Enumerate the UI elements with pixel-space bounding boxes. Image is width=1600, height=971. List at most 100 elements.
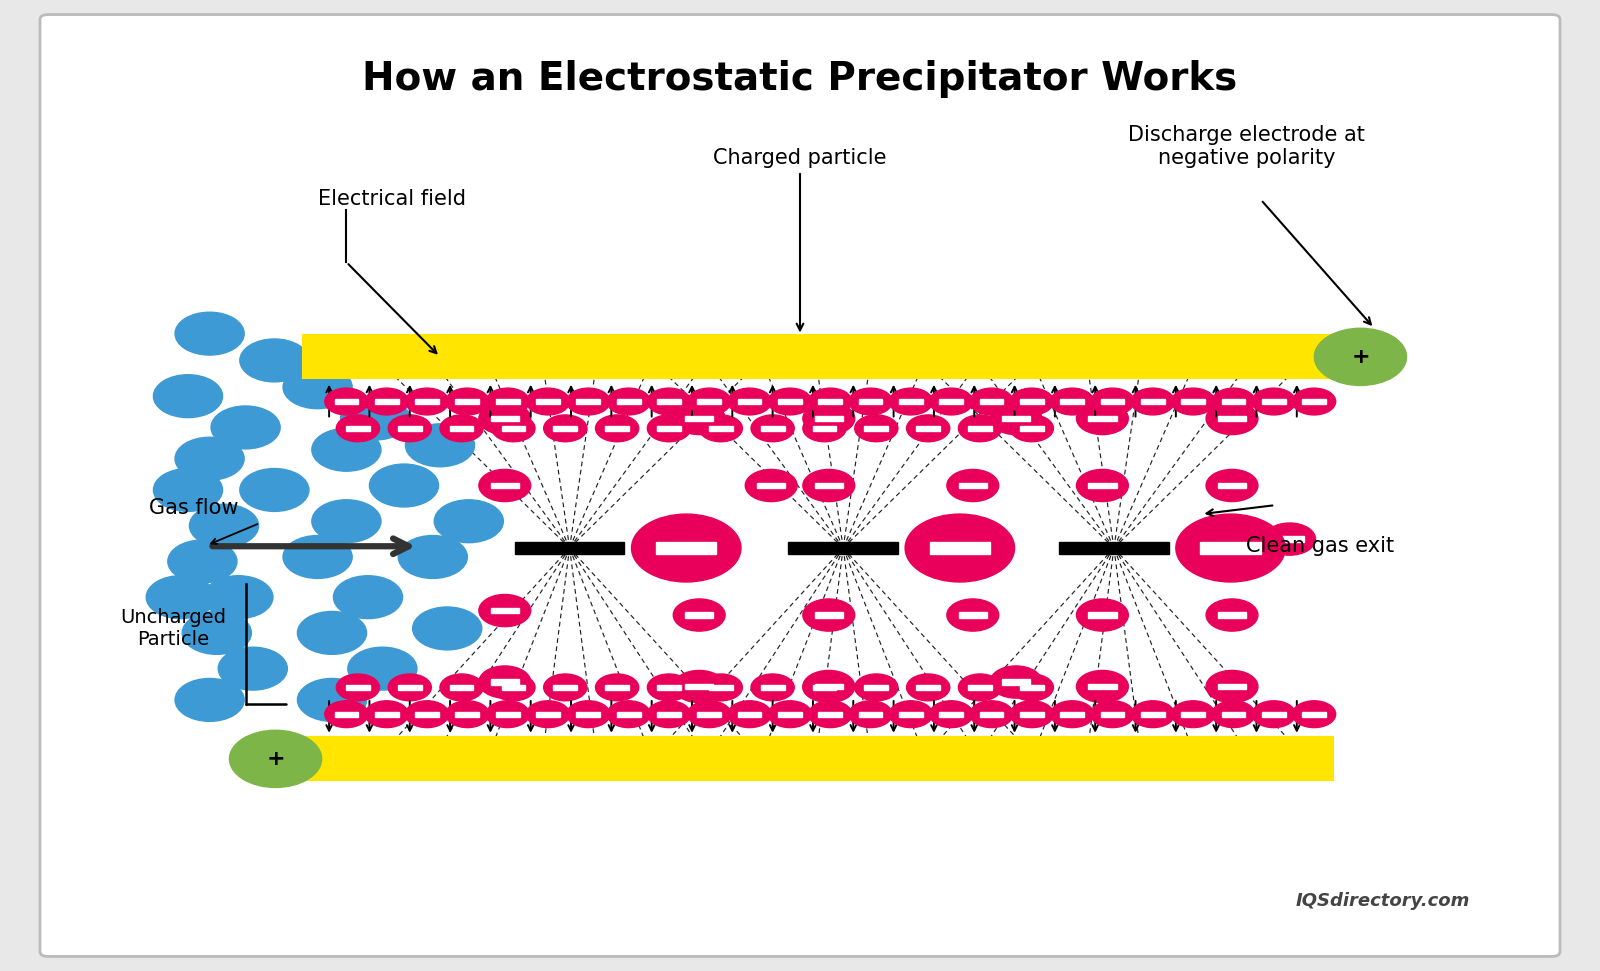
Circle shape bbox=[750, 415, 794, 442]
Circle shape bbox=[1010, 701, 1053, 727]
Circle shape bbox=[632, 514, 741, 582]
Circle shape bbox=[803, 674, 846, 701]
Bar bbox=[496, 399, 520, 404]
Bar bbox=[813, 426, 837, 431]
Bar bbox=[1019, 686, 1043, 689]
Bar bbox=[1262, 712, 1286, 717]
Circle shape bbox=[336, 415, 379, 442]
Circle shape bbox=[182, 612, 251, 654]
Circle shape bbox=[478, 594, 531, 626]
Bar bbox=[818, 399, 842, 404]
Bar bbox=[864, 686, 888, 689]
Circle shape bbox=[1077, 670, 1128, 703]
Circle shape bbox=[1091, 701, 1134, 727]
Bar bbox=[1275, 536, 1304, 542]
Circle shape bbox=[606, 701, 650, 727]
Bar bbox=[789, 542, 898, 554]
Text: Clean gas exit: Clean gas exit bbox=[1246, 536, 1395, 556]
Bar bbox=[496, 712, 520, 717]
Circle shape bbox=[907, 674, 950, 701]
Text: +: + bbox=[266, 749, 285, 769]
Circle shape bbox=[970, 388, 1013, 415]
Circle shape bbox=[1293, 701, 1336, 727]
Circle shape bbox=[491, 415, 534, 442]
Circle shape bbox=[446, 388, 490, 415]
Circle shape bbox=[930, 388, 973, 415]
Circle shape bbox=[595, 415, 638, 442]
Bar bbox=[1059, 542, 1168, 554]
Bar bbox=[1061, 712, 1085, 717]
Bar bbox=[374, 712, 398, 717]
Bar bbox=[1088, 483, 1117, 488]
Circle shape bbox=[606, 388, 650, 415]
Circle shape bbox=[728, 701, 771, 727]
Circle shape bbox=[1176, 514, 1285, 582]
Text: How an Electrostatic Precipitator Works: How an Electrostatic Precipitator Works bbox=[362, 60, 1238, 98]
Circle shape bbox=[566, 701, 610, 727]
Bar bbox=[491, 608, 518, 614]
Text: Electrical field: Electrical field bbox=[317, 188, 466, 209]
Bar bbox=[814, 416, 843, 421]
Circle shape bbox=[930, 701, 973, 727]
Bar bbox=[398, 426, 422, 431]
Circle shape bbox=[544, 415, 587, 442]
Bar bbox=[958, 613, 987, 618]
Circle shape bbox=[486, 701, 530, 727]
Circle shape bbox=[446, 701, 490, 727]
Circle shape bbox=[750, 674, 794, 701]
Bar bbox=[658, 426, 682, 431]
Bar bbox=[760, 686, 784, 689]
Circle shape bbox=[1051, 388, 1094, 415]
Bar bbox=[1302, 399, 1326, 404]
Text: Charged particle: Charged particle bbox=[714, 149, 886, 168]
Circle shape bbox=[283, 536, 352, 579]
Circle shape bbox=[1211, 388, 1254, 415]
Circle shape bbox=[229, 730, 322, 787]
Circle shape bbox=[1051, 701, 1094, 727]
Circle shape bbox=[850, 388, 893, 415]
Bar bbox=[778, 712, 802, 717]
Bar bbox=[698, 399, 722, 404]
Circle shape bbox=[1131, 701, 1174, 727]
Bar bbox=[414, 399, 438, 404]
Circle shape bbox=[146, 576, 216, 619]
Circle shape bbox=[405, 701, 448, 727]
Bar bbox=[554, 686, 578, 689]
Bar bbox=[374, 399, 398, 404]
Bar bbox=[334, 399, 358, 404]
Circle shape bbox=[1264, 523, 1315, 555]
Bar bbox=[1200, 542, 1261, 554]
Circle shape bbox=[203, 576, 274, 619]
Bar bbox=[1221, 712, 1245, 717]
Circle shape bbox=[478, 469, 531, 502]
Circle shape bbox=[298, 679, 366, 721]
Bar bbox=[979, 712, 1003, 717]
Circle shape bbox=[958, 415, 1002, 442]
Text: Gas flow: Gas flow bbox=[149, 498, 238, 518]
Bar bbox=[1218, 416, 1246, 421]
Circle shape bbox=[211, 406, 280, 449]
Text: Uncharged
Particle: Uncharged Particle bbox=[120, 608, 227, 649]
Bar bbox=[656, 542, 717, 554]
Circle shape bbox=[808, 701, 851, 727]
Bar bbox=[501, 426, 525, 431]
Bar bbox=[491, 680, 518, 685]
Bar bbox=[346, 686, 370, 689]
Bar bbox=[536, 399, 560, 404]
Bar bbox=[1101, 399, 1125, 404]
Circle shape bbox=[947, 469, 998, 502]
Bar bbox=[814, 684, 843, 689]
Circle shape bbox=[1253, 388, 1296, 415]
Bar bbox=[658, 399, 682, 404]
Circle shape bbox=[566, 388, 610, 415]
Circle shape bbox=[526, 388, 570, 415]
Bar bbox=[1088, 684, 1117, 689]
Circle shape bbox=[890, 701, 933, 727]
Circle shape bbox=[990, 402, 1042, 435]
Circle shape bbox=[365, 388, 408, 415]
Bar bbox=[859, 712, 883, 717]
Circle shape bbox=[189, 504, 259, 547]
Bar bbox=[1101, 712, 1125, 717]
Circle shape bbox=[1171, 701, 1214, 727]
Circle shape bbox=[947, 599, 998, 631]
